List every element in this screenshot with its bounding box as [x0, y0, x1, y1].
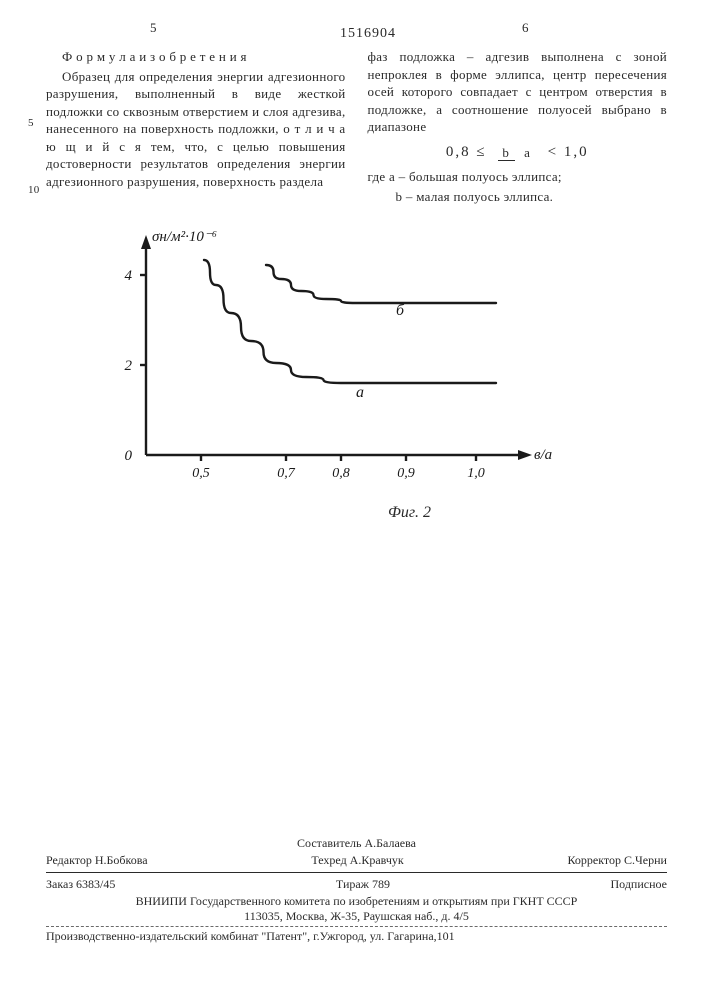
inequality-formula: 0,8 ≤ b a < 1,0: [368, 142, 668, 162]
svg-text:б: б: [396, 302, 405, 319]
footer-tech: Техред А.Кравчук: [311, 853, 403, 868]
formula-rhs: 1,0: [564, 144, 589, 160]
footer-rule-2: [46, 926, 667, 927]
figure-caption: Фиг. 2: [152, 504, 667, 522]
page-root: 5 1516904 6 5 10 Ф о р м у л а и з о б р…: [0, 0, 707, 1000]
svg-text:0,9: 0,9: [397, 466, 415, 481]
svg-text:0: 0: [125, 448, 133, 464]
line-number-5: 5: [28, 116, 34, 131]
column-right: фаз подложка – адгезив выполнена с зоной…: [368, 48, 668, 207]
svg-text:0,7: 0,7: [277, 466, 296, 481]
footer-org1: ВНИИПИ Государственного комитета по изоб…: [46, 894, 667, 909]
svg-text:4: 4: [125, 268, 133, 284]
svg-text:а: а: [356, 384, 364, 401]
claims-body-left: Образец для определения энергии адгезион…: [46, 68, 346, 191]
formula-lt: <: [548, 144, 558, 160]
where-clause-a: где a – большая полуось эллипса;: [368, 168, 668, 186]
footer-credits-row: Редактор Н.Бобкова Техред А.Кравчук Корр…: [46, 851, 667, 870]
svg-text:0,8: 0,8: [332, 466, 350, 481]
footer-org2: Производственно-издательский комбинат "П…: [46, 929, 667, 944]
footer-compiler: Составитель А.Балаева: [46, 836, 667, 851]
footer-rule-1: [46, 872, 667, 873]
page-number-right: 6: [522, 20, 529, 36]
figure-2-chart: 0 2 4 σн/м²·10⁻⁶ 0,5 0,7 0,8 0,9 1,0 в/а а б Фиг. 2: [86, 225, 667, 522]
formula-denominator: a: [520, 145, 536, 160]
chart-svg: 0 2 4 σн/м²·10⁻⁶ 0,5 0,7 0,8 0,9 1,0 в/а а б: [86, 225, 556, 495]
svg-text:2: 2: [125, 358, 133, 374]
footer-addr1: 113035, Москва, Ж-35, Раушская наб., д. …: [46, 909, 667, 924]
header: 5 1516904 6: [46, 20, 667, 40]
footer-editor: Редактор Н.Бобкова: [46, 853, 148, 868]
svg-text:0,5: 0,5: [192, 466, 210, 481]
formula-lhs: 0,8: [446, 144, 471, 160]
where-clause-b: b – малая полуось эллипса.: [368, 188, 668, 206]
page-number-left: 5: [150, 20, 157, 36]
imprint-footer: Составитель А.Балаева Редактор Н.Бобкова…: [46, 836, 667, 944]
svg-text:в/а: в/а: [534, 447, 552, 463]
footer-corrector: Корректор С.Черни: [568, 853, 667, 868]
footer-order: Заказ 6383/45: [46, 877, 115, 892]
svg-text:1,0: 1,0: [467, 466, 485, 481]
text-columns: 5 10 Ф о р м у л а и з о б р е т е н и я…: [46, 48, 667, 207]
formula-le: ≤: [476, 144, 486, 160]
footer-print-run: Тираж 789: [336, 877, 390, 892]
claims-title: Ф о р м у л а и з о б р е т е н и я: [46, 48, 346, 66]
footer-order-row: Заказ 6383/45 Тираж 789 Подписное: [46, 875, 667, 894]
document-number: 1516904: [340, 26, 396, 42]
column-left: 5 10 Ф о р м у л а и з о б р е т е н и я…: [46, 48, 346, 207]
formula-fraction: b a: [498, 146, 536, 159]
formula-numerator: b: [498, 145, 515, 161]
claims-body-right: фаз подложка – адгезив выполнена с зоной…: [368, 48, 668, 136]
footer-subscription: Подписное: [611, 877, 668, 892]
line-number-10: 10: [28, 183, 40, 198]
svg-text:σн/м²·10⁻⁶: σн/м²·10⁻⁶: [152, 229, 217, 245]
